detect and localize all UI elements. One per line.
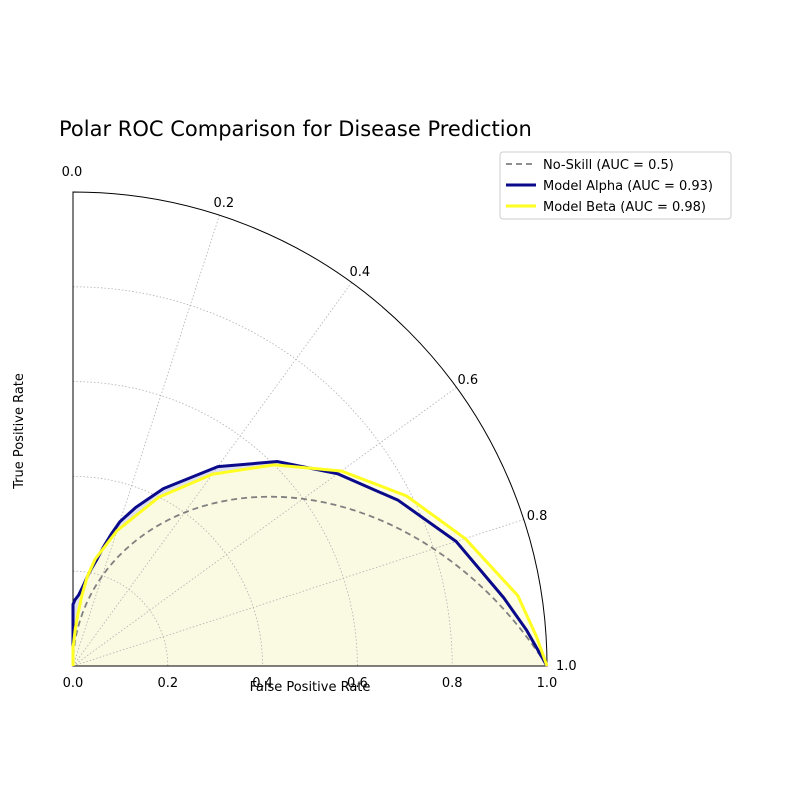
angular-tick-label-2: 0.4 <box>349 265 370 280</box>
angular-tick-label-5: 1.0 <box>556 659 577 674</box>
radial-tick-label-5: 1.0 <box>537 676 558 691</box>
angular-tick-label-4: 0.8 <box>527 509 548 524</box>
x-axis-label: False Positive Rate <box>250 680 371 695</box>
series-line-2 <box>71 463 549 667</box>
radial-tick-label-0: 0.0 <box>63 676 84 691</box>
angular-tick-label-3: 0.6 <box>457 373 478 388</box>
radial-tick-label-4: 0.8 <box>442 676 463 691</box>
legend: No-Skill (AUC = 0.5) Model Alpha (AUC = 0… <box>499 151 732 220</box>
chart-title: Polar ROC Comparison for Disease Predict… <box>59 117 532 141</box>
radial-tick-label-1: 0.2 <box>157 676 178 691</box>
plot-area: 0.0 0.2 0.4 0.6 0.8 1.0 0.0 0.2 0.4 0.6 0.8 1.0 <box>62 165 577 691</box>
legend-label-1: Model Alpha (AUC = 0.93) <box>543 179 713 194</box>
polar-frame <box>72 191 548 667</box>
legend-box <box>499 151 732 220</box>
series-fill-2 <box>73 464 547 666</box>
angular-tick-label-1: 0.2 <box>213 196 234 211</box>
legend-label-2: Model Beta (AUC = 0.98) <box>543 200 706 215</box>
angular-tick-label-0: 0.0 <box>62 165 83 180</box>
radial-grid-1 <box>72 570 169 667</box>
legend-label-0: No-Skill (AUC = 0.5) <box>543 158 674 173</box>
radial-tick-label-2: 0.4 <box>252 676 273 691</box>
y-axis-label: True Positive Rate <box>12 373 27 490</box>
series-line-1 <box>71 460 549 667</box>
radial-tick-label-3: 0.6 <box>347 676 368 691</box>
radial-grid-4 <box>72 286 453 667</box>
radial-grid-2 <box>72 476 263 667</box>
